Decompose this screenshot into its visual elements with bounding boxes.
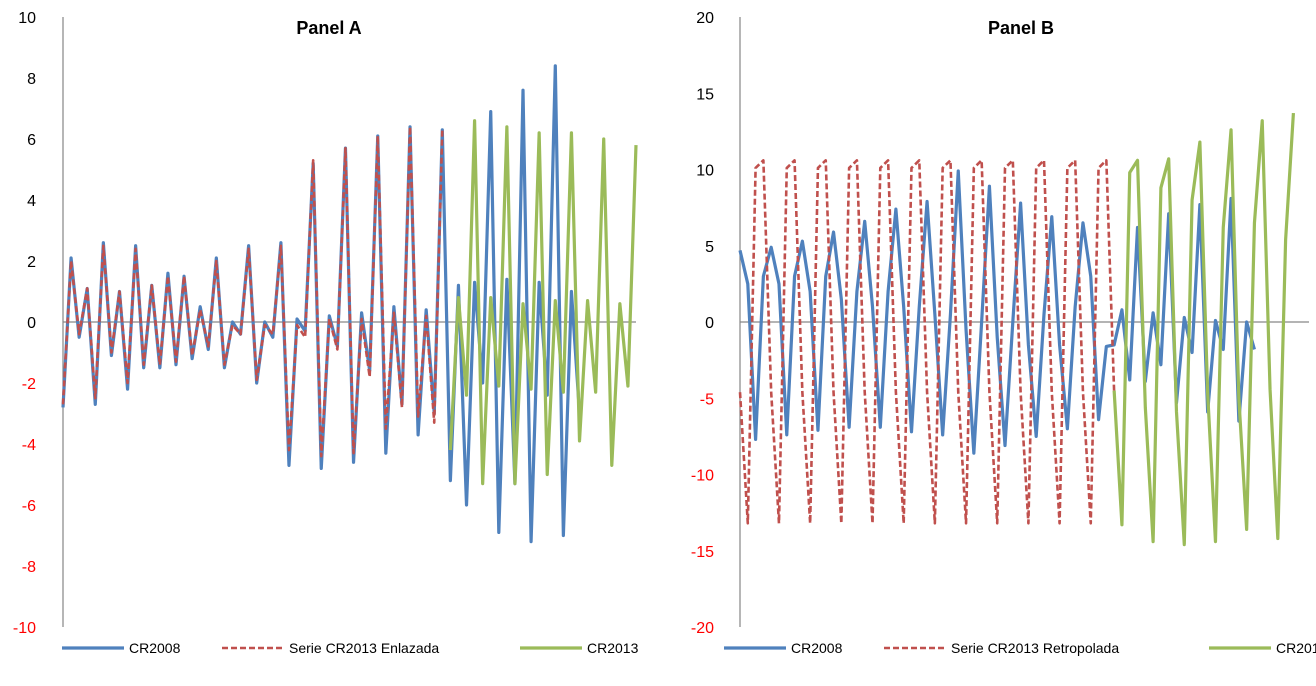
panel-b-chart: Panel B 20 15 10 5 0 -5 -10 -15 -20 CR2008 Serie CR…	[658, 0, 1316, 686]
panel-a-legend-label: Serie CR2013 Enlazada	[289, 640, 439, 656]
panel-a-legend-label: CR2008	[129, 640, 181, 656]
panel-a-title: Panel A	[296, 18, 361, 38]
panel-b-y-tick-label: -5	[700, 391, 714, 408]
panel-a-y-tick-label: 4	[27, 193, 36, 210]
panel-b-y-tick-label: -15	[691, 544, 714, 561]
panel-b-legend-label: Serie CR2013 Retropolada	[951, 640, 1119, 656]
panel-b-title: Panel B	[988, 18, 1054, 38]
panel-a-y-tick-label: -10	[13, 620, 36, 637]
panel-b-y-tick-label: 20	[696, 10, 714, 27]
panel-a-y-tick-label: 10	[18, 10, 36, 27]
panel-b-legend-label: CR2013	[1276, 640, 1316, 656]
panel-b-series-cr2008	[738, 169, 1256, 455]
panel-a-svg: Panel A 10 8 6 4 2 0 -2 -4 -6 -8 -10 CR2008 Serie CR2…	[13, 10, 639, 656]
panel-b-y-tick-label: 10	[696, 163, 714, 180]
panel-a-legend-label: CR2013	[587, 640, 639, 656]
panel-a-y-tick-label: 2	[27, 254, 36, 271]
panel-b-y-tick-label: 15	[696, 86, 714, 103]
panel-a-series-serie-cr2013-enlazada	[61, 125, 444, 458]
panel-b-y-tick-label: 5	[705, 239, 714, 256]
panel-a-y-tick-label: -2	[22, 376, 36, 393]
panel-a-y-tick-label: -8	[22, 559, 36, 576]
panel-a-series-cr2013	[448, 119, 638, 486]
panel-a-y-tick-label: -6	[22, 498, 36, 515]
panel-b-series-cr2013	[1112, 112, 1296, 547]
panel-b-legend-label: CR2008	[791, 640, 843, 656]
panel-b-svg: Panel B 20 15 10 5 0 -5 -10 -15 -20 CR2008 Serie CR…	[691, 10, 1316, 656]
panel-a-y-tick-label: -4	[22, 437, 36, 454]
panel-b-y-tick-label: -20	[691, 620, 714, 637]
panel-a-chart: Panel A 10 8 6 4 2 0 -2 -4 -6 -8 -10 CR2008 Serie CR2…	[13, 10, 639, 656]
panel-a-y-tick-label: 6	[27, 132, 36, 149]
panel-b-y-tick-label: 0	[705, 315, 714, 332]
panel-a-y-tick-label: 0	[27, 315, 36, 332]
panel-b-series-serie-cr2013-retropolada	[738, 159, 1116, 525]
panel-b-y-tick-label: -10	[691, 468, 714, 485]
panel-a-y-tick-label: 8	[27, 71, 36, 88]
